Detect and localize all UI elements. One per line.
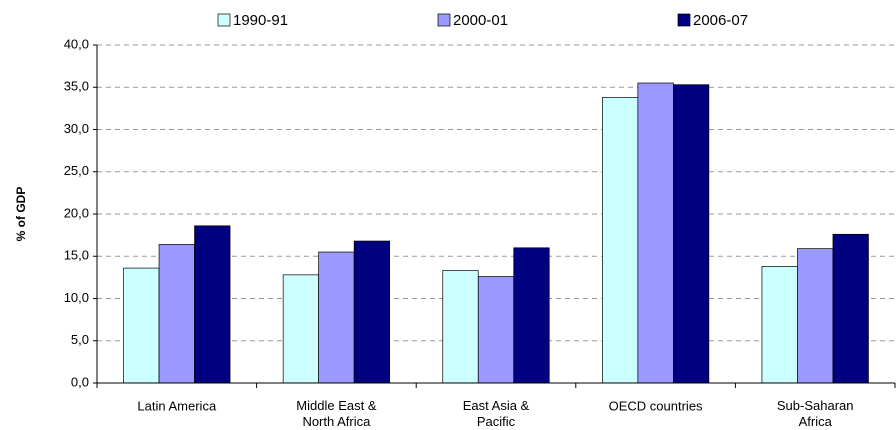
y-tick-label: 10,0 (64, 290, 89, 305)
bar (601, 97, 639, 384)
bar (442, 270, 479, 384)
y-tick-label: 30,0 (64, 121, 89, 136)
x-tick-label: Latin America (137, 398, 217, 413)
y-axis-label: % of GDP (14, 187, 28, 242)
y-tick-label: 15,0 (64, 248, 89, 263)
bar (282, 274, 319, 384)
y-tick-label: 40,0 (64, 36, 89, 51)
legend-swatch (677, 13, 691, 27)
bar (194, 225, 231, 384)
x-tick-label: Middle East & North Africa (296, 398, 377, 429)
legend-label: 2000-01 (453, 12, 508, 29)
legend-label: 1990-91 (233, 12, 288, 29)
legend-label: 2006-07 (693, 12, 748, 29)
bar (672, 84, 710, 384)
y-tick-label: 35,0 (64, 79, 89, 94)
y-tick-label: 20,0 (64, 205, 89, 220)
bar (123, 267, 160, 384)
legend-swatch (217, 13, 231, 27)
bar (637, 82, 674, 384)
bar (797, 248, 834, 384)
x-tick-label: Sub-Saharan Africa (777, 398, 854, 429)
bar (761, 266, 798, 384)
bar (513, 247, 550, 384)
bar (832, 233, 869, 384)
legend-swatch (437, 13, 451, 27)
y-tick-label: 0,0 (71, 374, 89, 389)
x-tick-label: OECD countries (609, 398, 703, 413)
bar (353, 240, 390, 384)
y-tick-label: 5,0 (71, 332, 89, 347)
bar (318, 251, 355, 384)
y-tick-label: 25,0 (64, 163, 89, 178)
bar (158, 244, 195, 384)
bar (477, 276, 515, 384)
x-tick-label: East Asia & Pacific (463, 398, 530, 429)
